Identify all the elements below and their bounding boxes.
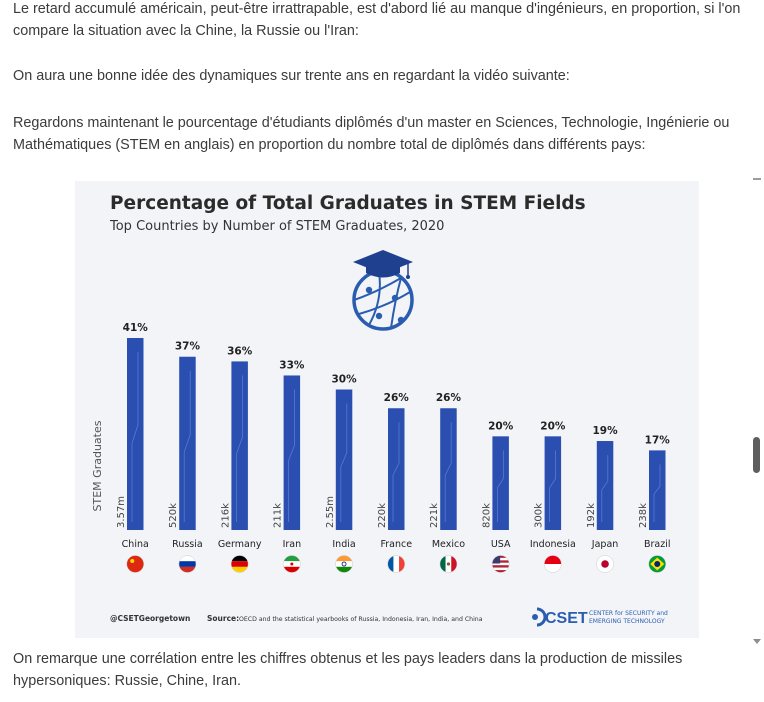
graduate-count-label: 238k bbox=[638, 503, 649, 528]
bar-circuit-pattern bbox=[497, 450, 504, 522]
flag-indonesia-icon bbox=[544, 555, 562, 573]
graduate-count-label: 3.57m bbox=[116, 496, 127, 528]
cset-logo-tagline-2: EMERGING TECHNOLOGY bbox=[589, 618, 665, 625]
category-label: Brazil bbox=[644, 539, 671, 550]
category-label: Iran bbox=[283, 539, 302, 550]
bar-value-label: 26% bbox=[436, 392, 462, 404]
graduate-count-label: 221k bbox=[429, 503, 440, 528]
category-label: USA bbox=[491, 539, 511, 550]
bar-value-label: 37% bbox=[175, 341, 201, 353]
graduate-count-label: 520k bbox=[168, 503, 179, 528]
chart-subtitle: Top Countries by Number of STEM Graduate… bbox=[109, 219, 444, 234]
flag-mexico-icon bbox=[439, 555, 458, 573]
graduate-count-label: 192k bbox=[586, 503, 597, 528]
category-label: Mexico bbox=[432, 539, 465, 550]
bar-circuit-pattern bbox=[236, 375, 243, 522]
bar-circuit-pattern bbox=[444, 422, 452, 522]
chart-title: Percentage of Total Graduates in STEM Fi… bbox=[110, 193, 586, 214]
category-label: Russia bbox=[172, 539, 203, 550]
flag-usa-icon bbox=[491, 555, 510, 573]
flag-brazil-icon bbox=[648, 555, 666, 573]
bar-circuit-pattern bbox=[288, 389, 295, 522]
bar-value-label: 19% bbox=[592, 425, 618, 437]
chart-footer-source: OECD and the statistical yearbooks of Ru… bbox=[239, 616, 483, 623]
bar-circuit-pattern bbox=[340, 403, 348, 522]
graduation-globe-icon bbox=[352, 250, 414, 331]
flag-india-icon bbox=[335, 555, 353, 573]
y-axis-label: STEM Graduates bbox=[91, 420, 104, 511]
bar-circuit-pattern bbox=[183, 370, 191, 522]
graduate-count-label: 820k bbox=[481, 503, 492, 528]
graduate-count-label: 300k bbox=[534, 503, 545, 528]
article-paragraph-stem: Regardons maintenant le pourcentage d'ét… bbox=[13, 115, 730, 153]
cset-logo-text: CSET bbox=[545, 610, 588, 627]
chart-footer-source-label: Source: bbox=[207, 614, 239, 623]
scroll-up-arrow-icon[interactable] bbox=[753, 178, 761, 180]
bar-value-label: 33% bbox=[279, 359, 305, 371]
graduate-count-label: 211k bbox=[273, 503, 284, 528]
bar-value-label: 41% bbox=[123, 322, 149, 334]
bar-value-label: 30% bbox=[331, 374, 357, 386]
category-label: Germany bbox=[218, 539, 262, 550]
flag-iran-icon bbox=[283, 555, 301, 573]
article-paragraph-video: On aura une bonne idée des dynamiques su… bbox=[13, 68, 570, 84]
flag-germany-icon bbox=[230, 555, 249, 573]
chart-footer-handle: @CSETGeorgetown bbox=[110, 614, 190, 623]
article-paragraph-conclusion: On remarque une corrélation entre les ch… bbox=[13, 651, 683, 689]
stem-chart: Percentage of Total Graduates in STEM Fi… bbox=[91, 193, 671, 627]
scrollbar-thumb[interactable] bbox=[753, 437, 760, 473]
graduate-count-label: 220k bbox=[377, 503, 388, 528]
article-paragraph-intro: Le retard accumulé américain, peut-être … bbox=[13, 1, 741, 39]
bar-circuit-pattern bbox=[549, 450, 556, 522]
bar-circuit-pattern bbox=[131, 352, 139, 522]
bar-value-label: 36% bbox=[227, 345, 253, 357]
bar-value-label: 26% bbox=[384, 392, 410, 404]
flag-france-icon bbox=[387, 555, 405, 573]
flag-china-icon bbox=[126, 555, 144, 573]
bar-value-label: 20% bbox=[540, 420, 566, 432]
graduate-count-label: 216k bbox=[220, 503, 231, 528]
bar-circuit-pattern bbox=[392, 422, 400, 522]
category-label: Japan bbox=[591, 539, 619, 550]
category-label: Indonesia bbox=[530, 539, 576, 550]
cset-logo-tagline-1: CENTER for SECURITY and bbox=[589, 610, 668, 617]
scroll-down-arrow-icon[interactable] bbox=[753, 639, 761, 644]
stem-chart-image: Percentage of Total Graduates in STEM Fi… bbox=[75, 181, 699, 638]
bar-value-label: 20% bbox=[488, 420, 514, 432]
bar-circuit-pattern bbox=[601, 455, 609, 522]
category-label: India bbox=[332, 539, 355, 550]
graduate-count-label: 2.55m bbox=[325, 496, 336, 528]
flag-russia-icon bbox=[178, 555, 197, 573]
bar-value-label: 17% bbox=[645, 434, 671, 446]
category-label: China bbox=[122, 539, 149, 550]
scrollbar[interactable] bbox=[752, 178, 762, 648]
category-label: France bbox=[380, 539, 412, 550]
cset-logo: CSET CENTER for SECURITY and EMERGING TE… bbox=[532, 607, 668, 627]
bar-circuit-pattern bbox=[653, 464, 661, 522]
flag-japan-icon bbox=[596, 555, 614, 573]
